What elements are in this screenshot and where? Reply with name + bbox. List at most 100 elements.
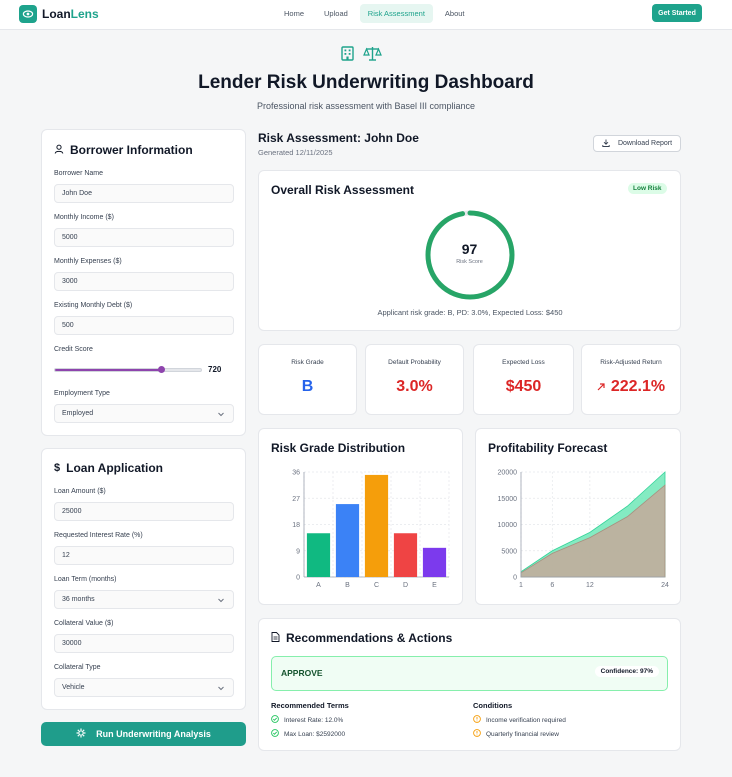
download-icon [602,139,610,149]
check-circle-icon [271,715,279,725]
risk-grade-chart: 0 9 18 27 36 A B C D E [292,470,450,589]
collateral-value-label: Collateral Value ($) [54,620,114,627]
document-icon [271,631,280,645]
conditions-title: Conditions [473,701,513,710]
y-tick-label: 27 [292,496,300,503]
loan-term-select[interactable]: 36 months [54,590,234,609]
risk-grade-chart-card: Risk Grade Distribution 0 9 18 27 36 A B C D E [258,428,463,605]
x-tick-label: B [345,582,350,589]
term-item: Interest Rate: 12.0% [271,715,343,725]
metric-value: $450 [505,378,542,395]
get-started-button[interactable]: Get Started [652,4,702,22]
approval-status: APPROVE [281,668,323,678]
bar-b [335,504,360,577]
run-analysis-button[interactable]: Run Underwriting Analysis [41,722,246,746]
x-tick-label: 1 [519,582,523,589]
x-tick-label: D [403,582,408,589]
credit-score-slider-thumb[interactable] [158,366,166,373]
metric-default-probability: Default Probability 3.0% [365,344,464,415]
credit-score-slider[interactable] [54,366,202,373]
credit-score-value: 720 [208,365,222,374]
risk-score-gauge [425,210,515,300]
user-icon [54,143,64,157]
recommendations-card: Recommendations & Actions APPROVE Confid… [258,618,681,751]
assessment-title: Risk Assessment: John Doe [258,131,419,145]
interest-rate-input[interactable]: 12 [54,546,234,565]
recommendations-title: Recommendations & Actions [271,631,452,645]
brand-logo[interactable]: LoanLens [19,5,99,23]
overall-risk-card: Overall Risk Assessment 97 Risk Score Ap… [258,170,681,331]
chevron-down-icon [217,684,225,694]
metric-expected-loss: Expected Loss $450 [473,344,574,415]
metric-value: 222.1% [610,378,666,395]
y-tick-label: 18 [292,522,300,529]
profitability-chart: 0 5000 10000 15000 20000 1 6 12 24 [498,470,669,590]
nav-upload[interactable]: Upload [324,9,348,18]
risk-score-label: Risk Score [456,259,483,265]
alert-circle-icon [473,729,481,739]
approval-banner: APPROVE Confidence: 97% [271,656,668,691]
existing-debt-input[interactable]: 500 [54,316,234,335]
top-nav: LoanLens Home Upload Risk Assessment Abo… [0,0,732,30]
status-badge: Low Risk [628,183,667,194]
collateral-value-input[interactable]: 30000 [54,634,234,653]
credit-score-label: Credit Score [54,346,93,353]
collateral-type-select[interactable]: Vehicle [54,678,234,697]
employment-type-label: Employment Type [54,390,110,397]
y-tick-label: 20000 [498,470,518,477]
assessment-date: Generated 12/11/2025 [258,148,333,157]
borrower-card-title: Borrower Information [54,143,193,157]
scale-icon [363,45,382,67]
interest-rate-label: Requested Interest Rate (%) [54,532,143,539]
x-tick-label: A [316,582,321,589]
terms-title: Recommended Terms [271,701,349,710]
page-subtitle: Professional risk assessment with Basel … [256,101,476,111]
x-tick-label: 6 [550,582,554,589]
metric-label: Expected Loss [502,359,545,366]
loan-amount-input[interactable]: 25000 [54,502,234,521]
collateral-type-label: Collateral Type [54,664,101,671]
condition-item: Quarterly financial review [473,729,559,739]
x-tick-label: 12 [586,582,594,589]
credit-score-slider-fill [55,369,162,371]
borrower-name-label: Borrower Name [54,170,104,177]
monthly-expenses-input[interactable]: 3000 [54,272,234,291]
monthly-income-label: Monthly Income ($) [54,214,114,221]
borrower-card: Borrower Information Borrower Name John … [41,129,246,436]
nav-about[interactable]: About [444,9,465,18]
monthly-expenses-label: Monthly Expenses ($) [54,258,122,265]
y-tick-label: 10000 [498,522,518,529]
gear-icon [76,728,86,740]
loan-card-title: $ Loan Application [54,461,164,475]
nav-links: Home Upload Risk Assessment About [276,4,473,23]
risk-score-value: 97 [461,241,478,257]
download-report-button[interactable]: Download Report [593,135,681,152]
monthly-income-input[interactable]: 5000 [54,228,234,247]
area-series-2 [520,484,666,578]
y-tick-label: 0 [513,575,517,582]
employment-type-select[interactable]: Employed [54,404,234,423]
term-item: Max Loan: $2592000 [271,729,345,739]
building-icon [339,45,356,67]
confidence-badge: Confidence: 97% [594,666,659,677]
metric-risk-adjusted-return: Risk-Adjusted Return 222.1% [581,344,681,415]
bar-c [364,474,389,577]
existing-debt-label: Existing Monthly Debt ($) [54,302,133,309]
profitability-chart-card: Profitability Forecast 0 5000 10000 15000 20… [475,428,681,605]
bar-d [393,533,418,577]
metric-risk-grade: Risk Grade B [258,344,357,415]
chevron-down-icon [217,596,225,606]
x-tick-label: C [374,582,379,589]
nav-home[interactable]: Home [284,9,305,18]
y-tick-label: 9 [296,548,300,555]
metric-value-row: 222.1% [582,378,680,396]
borrower-name-input[interactable]: John Doe [54,184,234,203]
metric-label: Default Probability [388,359,441,366]
metric-value: 3.0% [396,378,433,395]
page-title: Lender Risk Underwriting Dashboard [198,72,534,93]
y-tick-label: 36 [292,470,300,477]
metric-label: Risk-Adjusted Return [600,359,662,366]
loan-card: $ Loan Application Loan Amount ($) 25000… [41,448,246,710]
nav-risk-assessment[interactable]: Risk Assessment [359,4,433,23]
condition-item: Income verification required [473,715,566,725]
